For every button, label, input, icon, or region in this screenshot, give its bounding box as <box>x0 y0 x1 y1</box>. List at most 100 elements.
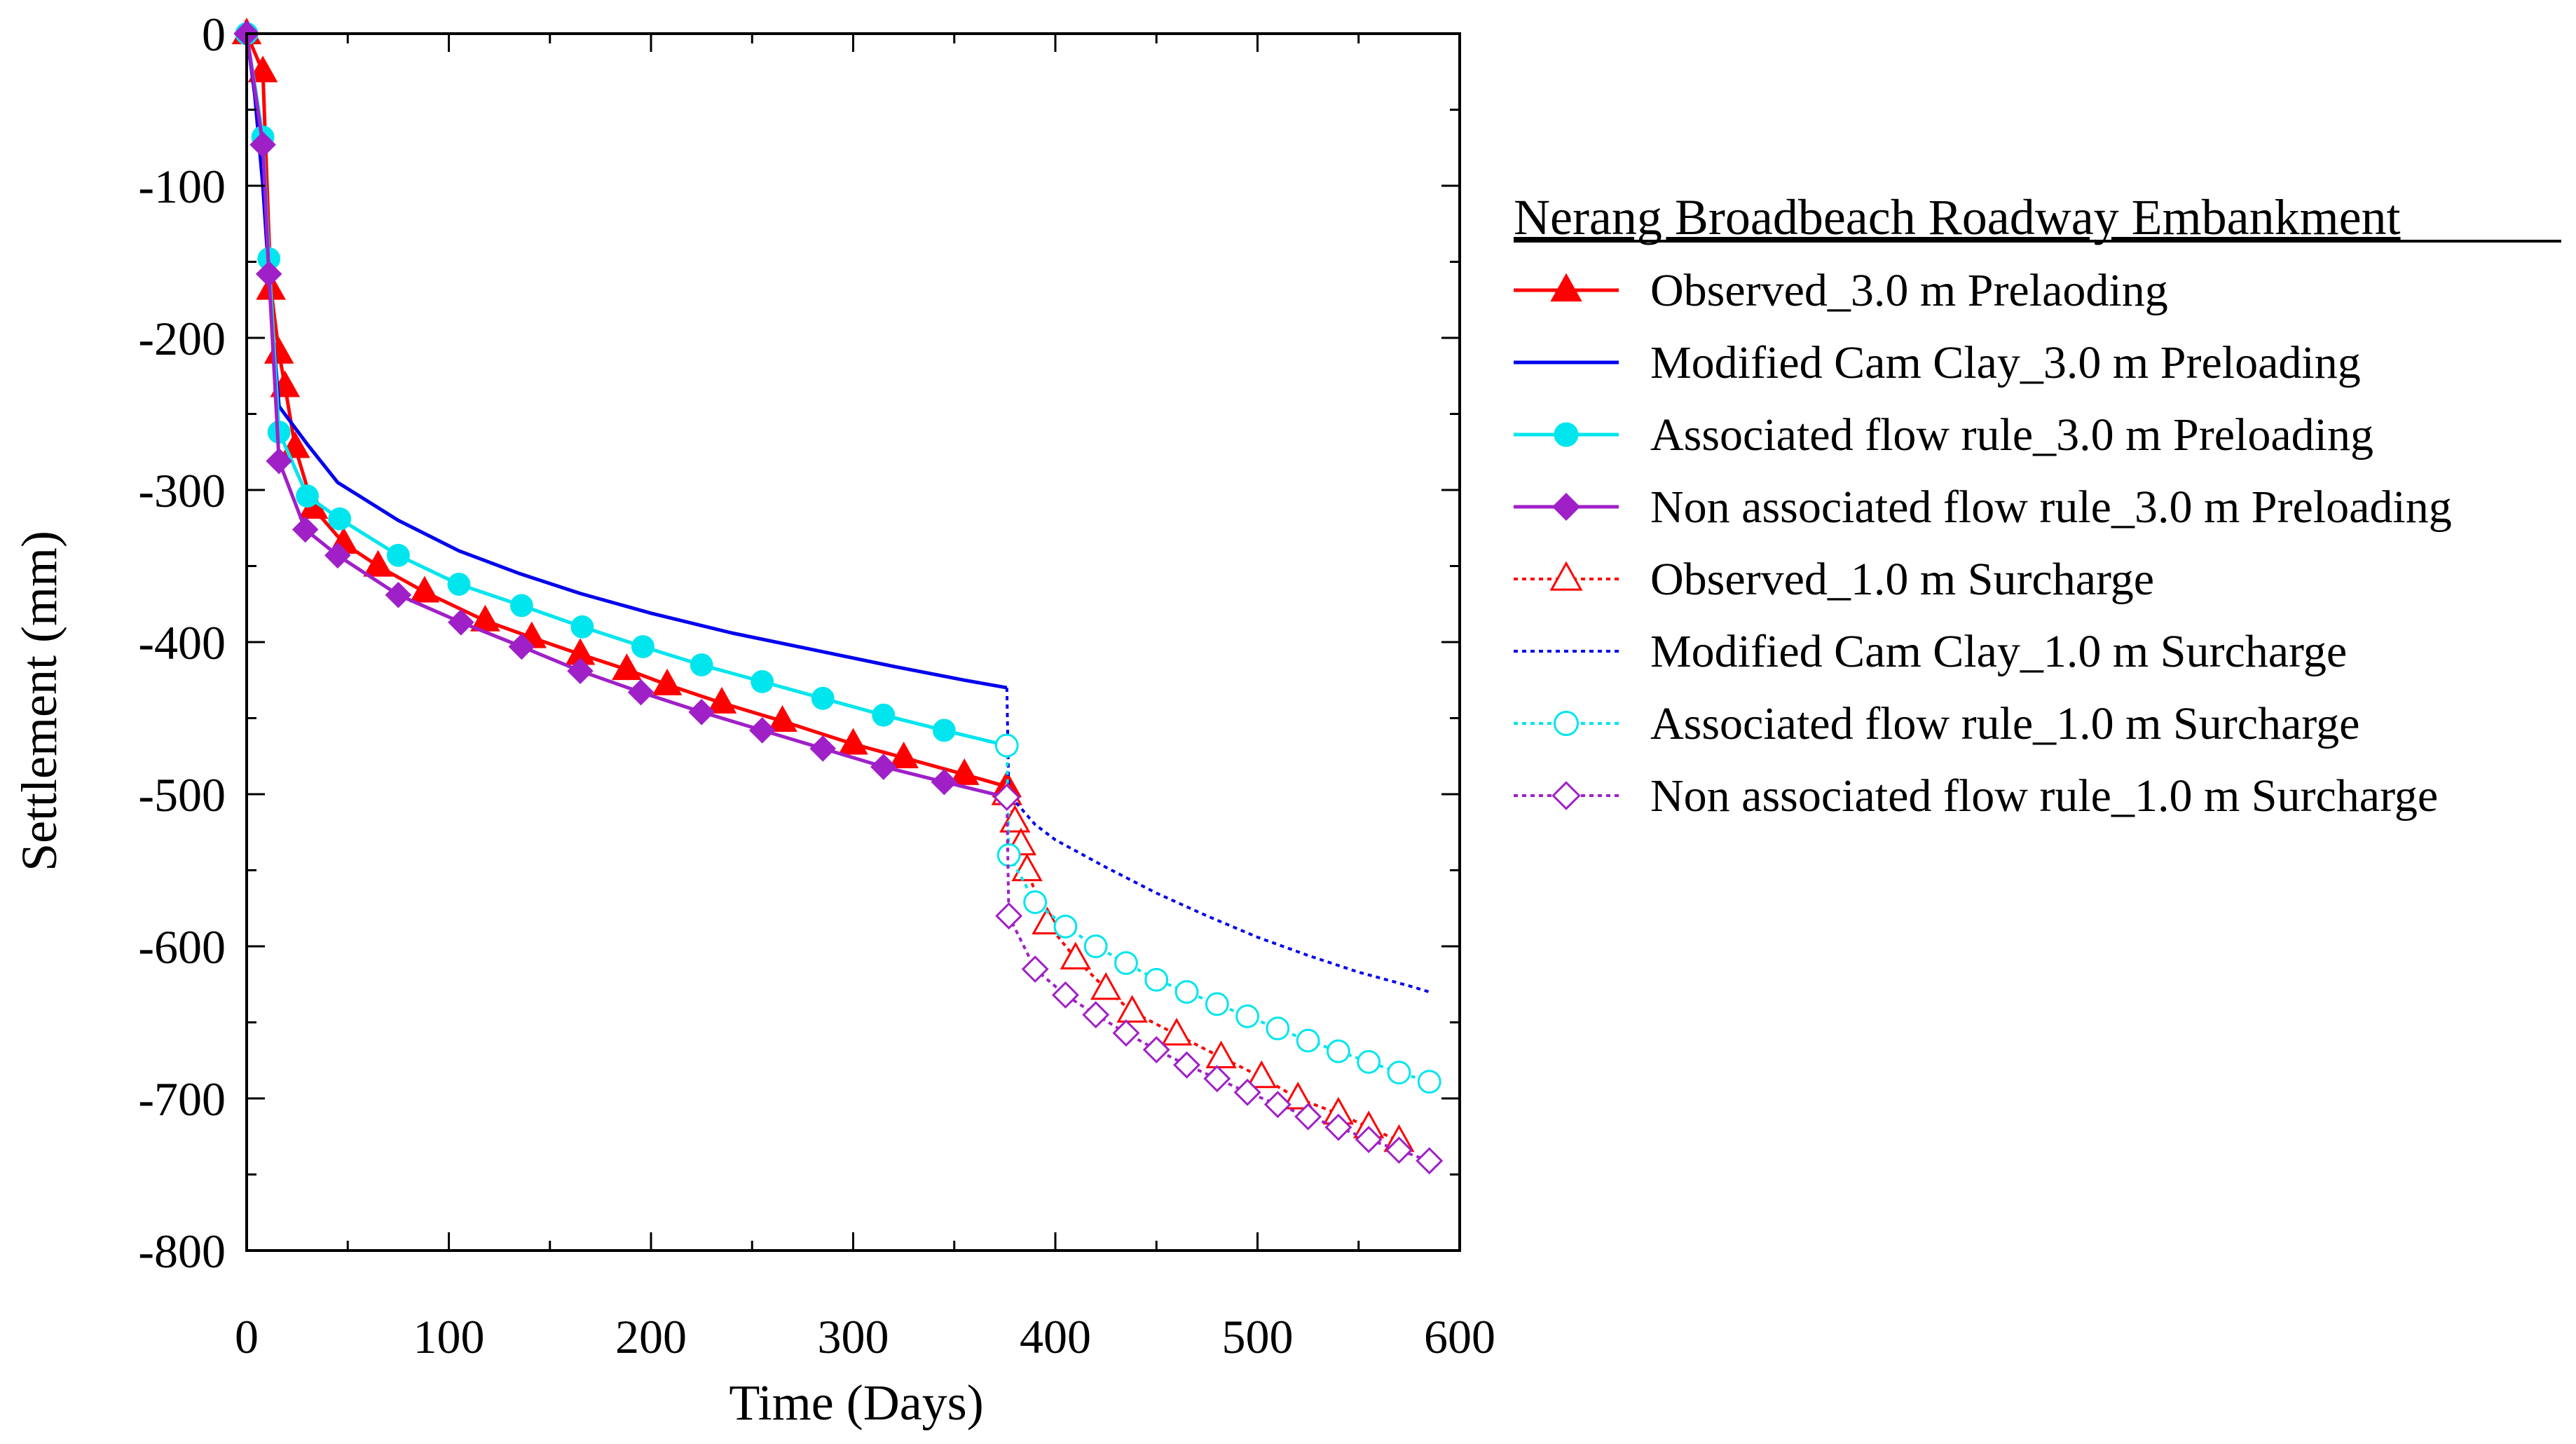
data-point <box>627 679 655 706</box>
data-point <box>249 131 276 158</box>
data-point <box>1173 1051 1201 1079</box>
legend-label: Modified Cam Clay_1.0 m Surcharge <box>1650 626 2347 677</box>
data-point <box>1387 1061 1411 1085</box>
data-point <box>994 733 1019 758</box>
data-point <box>631 635 655 658</box>
data-point <box>292 516 319 543</box>
data-point <box>1116 995 1148 1023</box>
data-point <box>889 742 919 769</box>
series-6 <box>1005 688 1430 994</box>
legend-title: Nerang Broadbeach Roadway Embankment <box>1514 189 2401 245</box>
legend-label: Associated flow rule_1.0 m Surcharge <box>1650 698 2359 749</box>
data-point <box>931 768 958 796</box>
data-point <box>1114 951 1138 975</box>
data-point <box>247 55 278 83</box>
data-point <box>1324 1113 1352 1141</box>
data-point <box>1051 981 1079 1009</box>
data-point <box>1355 1126 1383 1154</box>
data-point <box>1160 1017 1193 1046</box>
data-point <box>1083 934 1108 958</box>
legend-label: Modified Cam Clay_3.0 m Preloading <box>1650 337 2361 388</box>
data-point <box>1060 941 1092 969</box>
data-point <box>1053 914 1078 939</box>
data-point <box>767 704 797 732</box>
data-point <box>838 728 868 755</box>
y-tick-label: -200 <box>138 312 226 365</box>
data-point <box>1142 1036 1170 1064</box>
data-point <box>1282 1082 1314 1110</box>
legend-marker <box>1554 711 1579 736</box>
data-point <box>872 703 896 727</box>
data-point <box>1327 1039 1350 1063</box>
data-point <box>386 543 410 567</box>
data-point <box>949 758 980 785</box>
x-axis-title: Time (Days) <box>729 1375 983 1431</box>
x-tick-label: 500 <box>1222 1310 1294 1363</box>
data-point <box>328 507 352 531</box>
data-point <box>1090 972 1122 1000</box>
data-point <box>1144 967 1169 992</box>
data-point <box>688 699 715 726</box>
legend-label: Non associated flow rule_3.0 m Preloadin… <box>1650 482 2452 533</box>
data-point <box>652 668 683 695</box>
y-axis-title: Settlement (mm) <box>11 531 67 871</box>
data-point <box>1266 1016 1290 1041</box>
y-tick-label: -500 <box>138 768 226 822</box>
data-point <box>932 718 956 742</box>
data-point <box>690 653 713 676</box>
data-point <box>1416 1147 1444 1175</box>
data-point <box>748 717 776 744</box>
y-tick-label: -100 <box>138 160 226 213</box>
data-point <box>567 658 594 685</box>
data-point <box>324 542 351 569</box>
legend-marker <box>1549 561 1583 591</box>
legend-marker <box>1554 422 1579 447</box>
x-tick-label: 100 <box>413 1310 485 1363</box>
data-point <box>809 735 836 762</box>
data-point <box>266 447 292 475</box>
x-tick-label: 300 <box>818 1310 889 1363</box>
data-point <box>508 633 535 660</box>
data-point <box>296 484 319 508</box>
x-tick-label: 600 <box>1424 1310 1495 1363</box>
data-point <box>1235 1004 1259 1028</box>
data-point <box>448 609 474 636</box>
series-line <box>1005 745 1430 1084</box>
x-tick-label: 200 <box>615 1310 687 1363</box>
data-point <box>870 754 897 780</box>
y-tick-label: -600 <box>138 920 226 974</box>
data-point <box>570 615 594 639</box>
legend-label: Observed_1.0 m Surcharge <box>1650 554 2154 605</box>
data-point <box>811 686 835 710</box>
series-line <box>1005 688 1430 994</box>
data-point <box>385 581 412 608</box>
legend-marker <box>1550 273 1582 302</box>
data-point <box>1294 1103 1322 1131</box>
data-point <box>1205 992 1229 1016</box>
y-tick-label: -800 <box>138 1225 226 1278</box>
data-point <box>1246 1060 1277 1089</box>
legend: Nerang Broadbeach Roadway Embankment Obs… <box>1514 189 2561 822</box>
y-tick-label: -400 <box>138 616 226 669</box>
data-point <box>1112 1019 1140 1047</box>
data-point <box>363 550 393 577</box>
series-line <box>1005 797 1430 1162</box>
data-point <box>1357 1050 1381 1074</box>
data-point <box>1417 1070 1441 1094</box>
data-point <box>1021 955 1049 983</box>
data-point <box>1385 1136 1413 1164</box>
x-tick-label: 400 <box>1020 1310 1091 1363</box>
data-point <box>993 783 1021 811</box>
axes: 0 100 200 300 400 500 600 0 -100 -200 -300 -400 -500… <box>138 8 1495 1363</box>
data-point <box>1082 1001 1110 1029</box>
legend-marker <box>1551 781 1581 810</box>
data-point <box>1296 1028 1320 1053</box>
legend-label: Associated flow rule_3.0 m Preloading <box>1650 409 2373 461</box>
data-point <box>447 573 471 596</box>
y-tick-label: -700 <box>138 1072 226 1126</box>
data-point <box>1011 853 1043 882</box>
data-point <box>509 594 533 618</box>
y-tick-label: 0 <box>202 8 226 61</box>
data-point <box>612 653 642 681</box>
